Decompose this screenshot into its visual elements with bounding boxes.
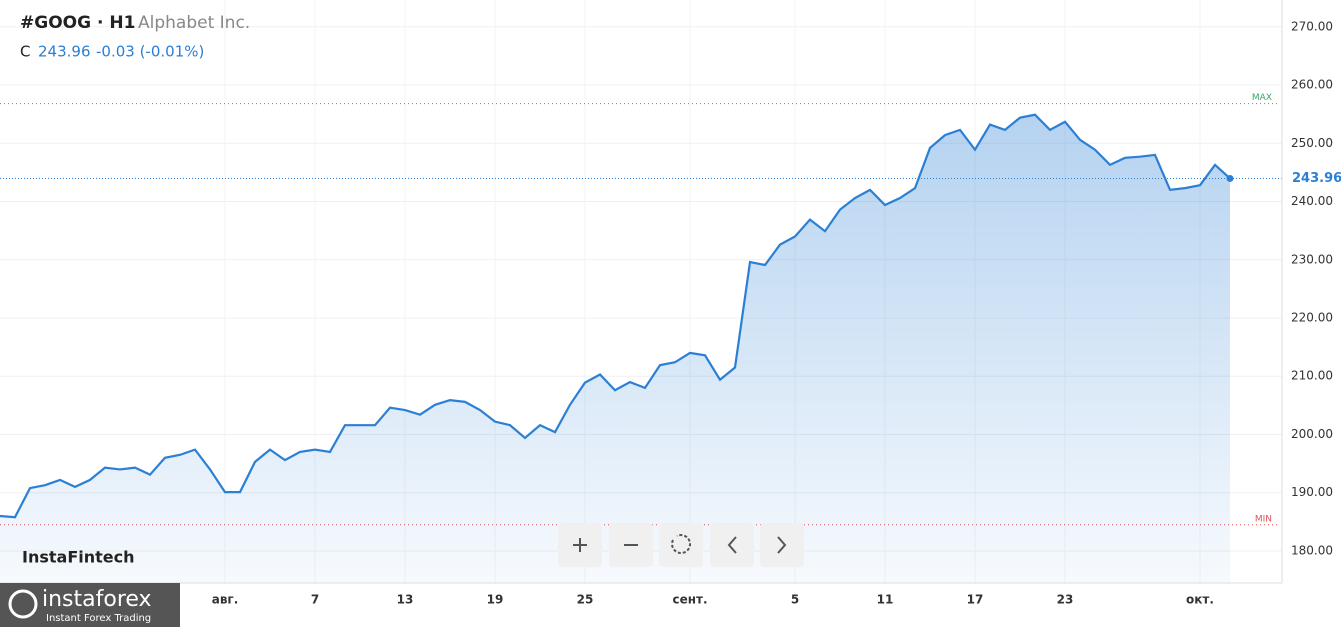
- x-tick-label: 17: [967, 593, 984, 607]
- last-price-label: 243.96: [1292, 171, 1341, 186]
- min-line-label: MIN: [1255, 514, 1272, 524]
- y-tick-label: 250.00: [1291, 136, 1333, 150]
- back-icon: [727, 536, 737, 554]
- close-value: 243.96: [38, 43, 91, 61]
- watermark: InstaFintech: [22, 548, 135, 567]
- plus-icon: [573, 538, 587, 552]
- x-tick-label: окт.: [1186, 593, 1214, 607]
- logo-icon: [8, 589, 38, 619]
- x-tick-label: 25: [577, 593, 594, 607]
- reset-button[interactable]: [659, 523, 703, 567]
- y-tick-label: 190.00: [1291, 485, 1333, 499]
- plot: [0, 113, 1282, 583]
- last-price-tag: [1284, 167, 1341, 190]
- x-tick-label: сент.: [672, 593, 707, 607]
- chart-subtitle: Alphabet Inc.: [138, 13, 250, 33]
- brand-logo: instaforex Instant Forex Trading: [0, 583, 180, 627]
- price-line: [0, 113, 1231, 519]
- x-tick-label: 5: [791, 593, 799, 607]
- x-tick-label: 23: [1057, 593, 1074, 607]
- area: [0, 114, 1230, 583]
- y-tick-label: 200.00: [1291, 427, 1333, 441]
- x-tick-label: 13: [397, 593, 414, 607]
- x-tick-label: авг.: [212, 593, 239, 607]
- y-tick-label: 180.00: [1291, 543, 1333, 557]
- y-tick-label: 230.00: [1291, 252, 1333, 266]
- forward-button[interactable]: [760, 523, 804, 567]
- y-tick-label: 210.00: [1291, 369, 1333, 383]
- x-tick-label: 11: [877, 593, 894, 607]
- change: -0.03 (-0.01%): [96, 43, 204, 61]
- y-tick-label: 240.00: [1291, 194, 1333, 208]
- x-tick-label: 7: [311, 593, 319, 607]
- reset-icon: [671, 534, 691, 554]
- last-point: [1226, 174, 1234, 182]
- y-tick-label: 270.00: [1291, 19, 1333, 33]
- max-line-label: MAX: [1252, 93, 1272, 103]
- brand-tagline: Instant Forex Trading: [46, 613, 151, 624]
- brand: instaforex: [42, 587, 152, 612]
- x-tick-label: 19: [487, 593, 504, 607]
- y-tick-label: 260.00: [1291, 78, 1333, 92]
- logo-box: [0, 583, 180, 627]
- toolbar: [558, 523, 804, 567]
- y-tick-label: 220.00: [1291, 311, 1333, 325]
- forward-icon: [777, 536, 787, 554]
- back-button[interactable]: [710, 523, 754, 567]
- close-prefix: C: [20, 43, 30, 61]
- chart-title: #GOOG · H1: [20, 13, 135, 33]
